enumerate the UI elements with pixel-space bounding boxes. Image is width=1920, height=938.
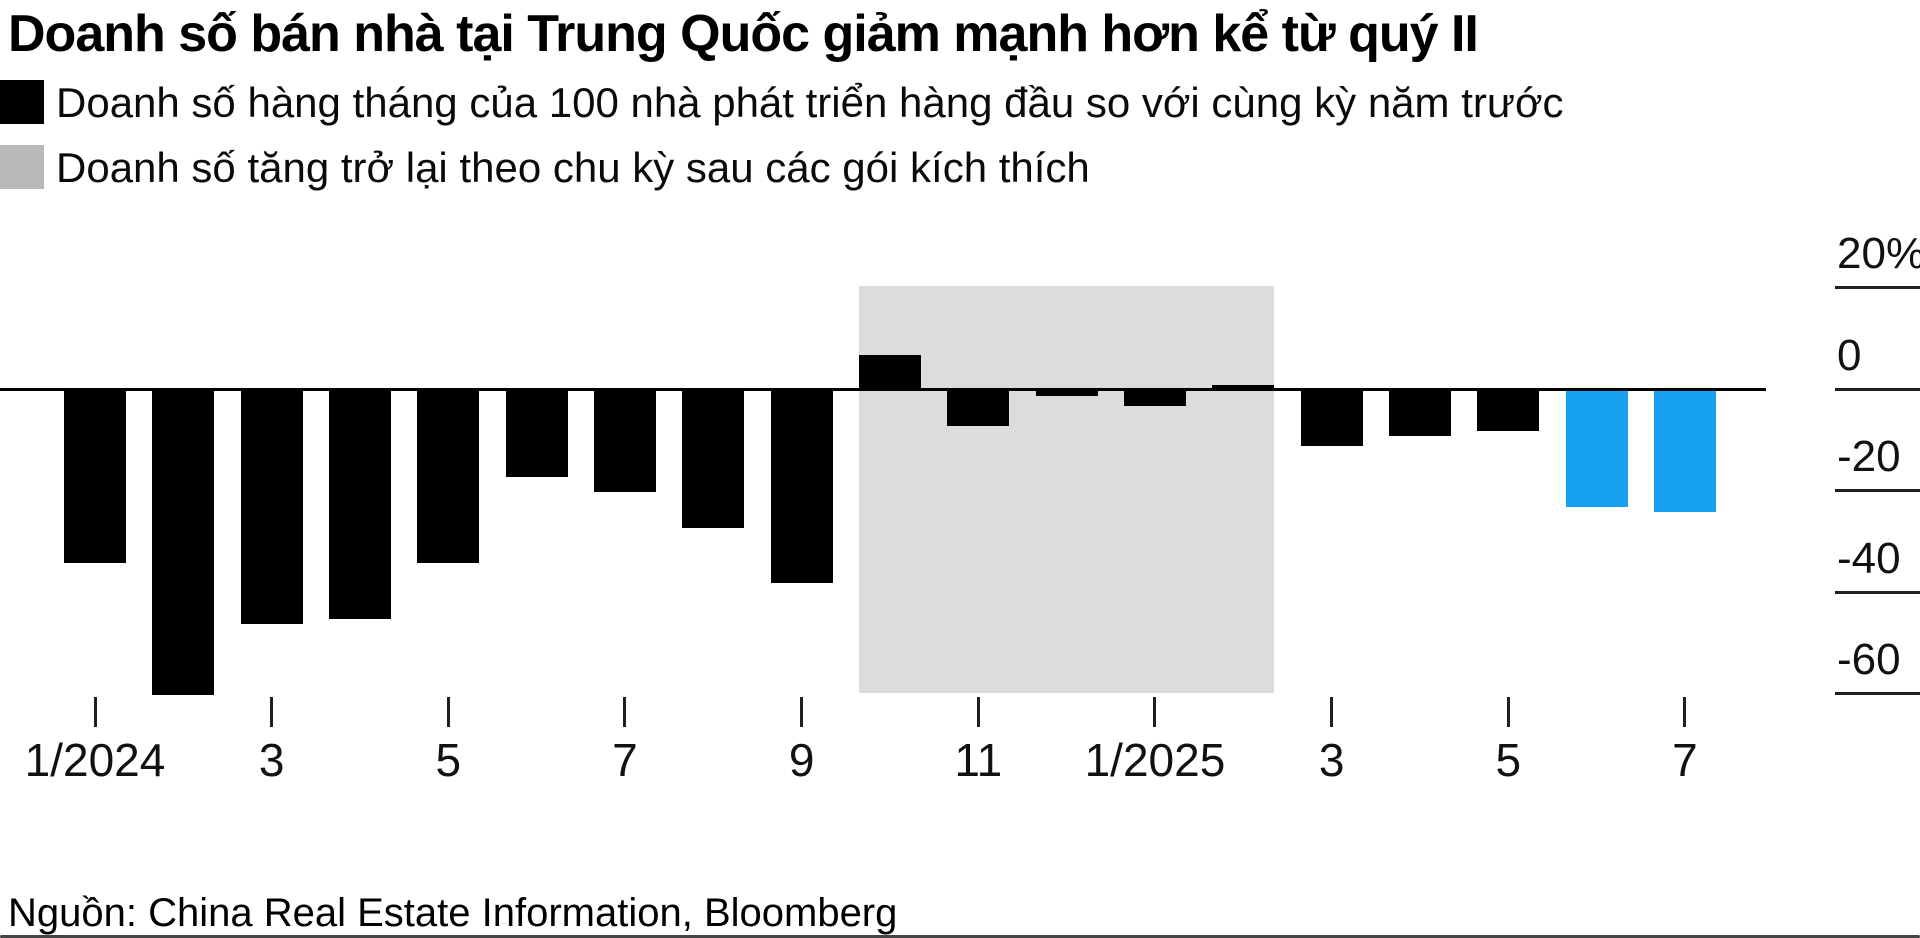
- page-title: Doanh số bán nhà tại Trung Quốc giảm mạn…: [8, 5, 1479, 63]
- x-axis-label-9/2024: 9: [788, 734, 815, 786]
- bar-9/2024: [770, 390, 833, 584]
- bar-4/2025: [1388, 390, 1451, 437]
- bar-4/2024: [328, 390, 391, 619]
- bar-2/2025: [1212, 385, 1275, 391]
- x-tick-3/2025: [1330, 697, 1334, 727]
- x-tick-5/2024: [446, 697, 450, 727]
- x-tick-7/2024: [623, 697, 627, 727]
- bar-5/2025: [1477, 390, 1540, 432]
- y-axis-label--20: -20: [1837, 432, 1901, 481]
- source-note: Nguồn: China Real Estate Information, Bl…: [8, 891, 898, 935]
- x-axis-label-5/2025: 5: [1495, 734, 1522, 786]
- bar-8/2024: [682, 390, 745, 528]
- stimulus-band: [858, 286, 1275, 693]
- y-grid-stub--40: [1835, 590, 1920, 594]
- gray-swatch-icon: [0, 145, 44, 189]
- x-axis-label-11/2024: 11: [954, 734, 1003, 786]
- black-swatch-icon: [0, 80, 44, 124]
- bar-2/2024: [152, 390, 215, 695]
- bar-1/2025: [1123, 390, 1186, 406]
- bar-7/2024: [593, 390, 656, 492]
- x-axis-label-1/2024: 1/2024: [24, 734, 166, 786]
- y-axis-label-20%: 20%: [1837, 229, 1920, 278]
- x-tick-7/2025: [1683, 697, 1687, 727]
- bar-6/2024: [505, 390, 568, 477]
- bar-3/2025: [1300, 390, 1363, 447]
- legend: Doanh số hàng tháng của 100 nhà phát tri…: [0, 80, 1564, 210]
- y-grid-stub--20: [1835, 489, 1920, 492]
- legend-item-monthly-sales: Doanh số hàng tháng của 100 nhà phát tri…: [0, 80, 1564, 126]
- bar-7/2025: [1653, 390, 1716, 513]
- x-axis-label-3/2024: 3: [258, 734, 285, 786]
- x-axis-label-7/2024: 7: [612, 734, 638, 786]
- y-grid-stub--60: [1835, 692, 1920, 695]
- y-grid-stub-20%: [1835, 286, 1920, 289]
- x-tick-3/2024: [270, 697, 274, 727]
- x-tick-11/2024: [976, 697, 980, 727]
- bar-6/2025: [1565, 390, 1628, 508]
- bar-11/2024: [947, 390, 1010, 427]
- bottom-edge-bar: [0, 935, 1920, 938]
- legend-label: Doanh số hàng tháng của 100 nhà phát tri…: [56, 79, 1564, 126]
- x-tick-5/2025: [1506, 697, 1510, 727]
- bar-5/2024: [417, 390, 480, 564]
- legend-item-stimulus-band: Doanh số tăng trở lại theo chu kỳ sau cá…: [0, 145, 1564, 191]
- x-axis-label-1/2025: 1/2025: [1084, 734, 1226, 786]
- y-grid-stub-0: [1835, 387, 1920, 391]
- x-axis-label-3/2025: 3: [1318, 734, 1345, 786]
- bar-1/2024: [64, 390, 126, 564]
- bar-12/2024: [1035, 390, 1098, 396]
- x-tick-9/2024: [800, 697, 804, 727]
- x-tick-1/2024: [93, 697, 97, 727]
- y-axis-label-0: 0: [1837, 330, 1862, 380]
- y-axis-label--40: -40: [1837, 533, 1901, 583]
- bar-3/2024: [240, 390, 303, 624]
- x-axis-label-5/2024: 5: [435, 734, 462, 786]
- legend-label: Doanh số tăng trở lại theo chu kỳ sau cá…: [56, 144, 1090, 191]
- y-axis-label--60: -60: [1837, 635, 1901, 684]
- x-axis-label-7/2025: 7: [1672, 734, 1698, 786]
- bar-10/2024: [858, 354, 921, 391]
- x-tick-1/2025: [1153, 697, 1157, 727]
